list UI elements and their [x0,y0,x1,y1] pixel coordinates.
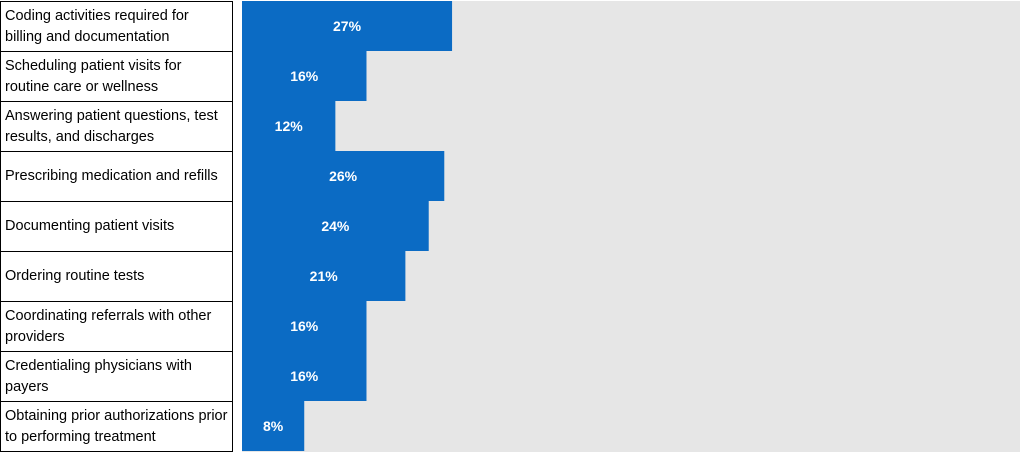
bar [242,1,453,51]
plot-area: 27% 16% 12% 26% 24% 21% 16% 16% 8% [242,1,1020,452]
bar [242,151,445,201]
bar-value-label: 12% [275,118,304,134]
category-label: Answering patient questions, test result… [1,102,232,152]
bar-value-label: 26% [329,168,358,184]
category-label: Obtaining prior authorizations prior to … [1,402,232,452]
category-label: Documenting patient visits [1,202,232,252]
bar [242,251,406,301]
category-label: Credentialing physicians with payers [1,352,232,402]
bar-value-label: 21% [310,268,339,284]
bar-value-label: 8% [263,418,284,434]
bars-layer: 27% 16% 12% 26% 24% 21% 16% 16% 8% [242,1,453,451]
category-label: Prescribing medication and refills [1,152,232,202]
category-label: Coding activities required for billing a… [1,2,232,52]
bar [242,51,367,101]
bar-value-label: 27% [333,18,362,34]
bar [242,401,305,451]
bar-value-label: 24% [321,218,350,234]
category-label: Scheduling patient visits for routine ca… [1,52,232,102]
category-labels-table: Coding activities required for billing a… [0,1,233,452]
bar-value-label: 16% [290,68,319,84]
bar-value-label: 16% [290,368,319,384]
bar [242,351,367,401]
category-label: Coordinating referrals with other provid… [1,302,232,352]
bar-value-label: 16% [290,318,319,334]
bar [242,301,367,351]
category-label: Ordering routine tests [1,252,232,302]
bar [242,201,429,251]
bar [242,101,336,151]
